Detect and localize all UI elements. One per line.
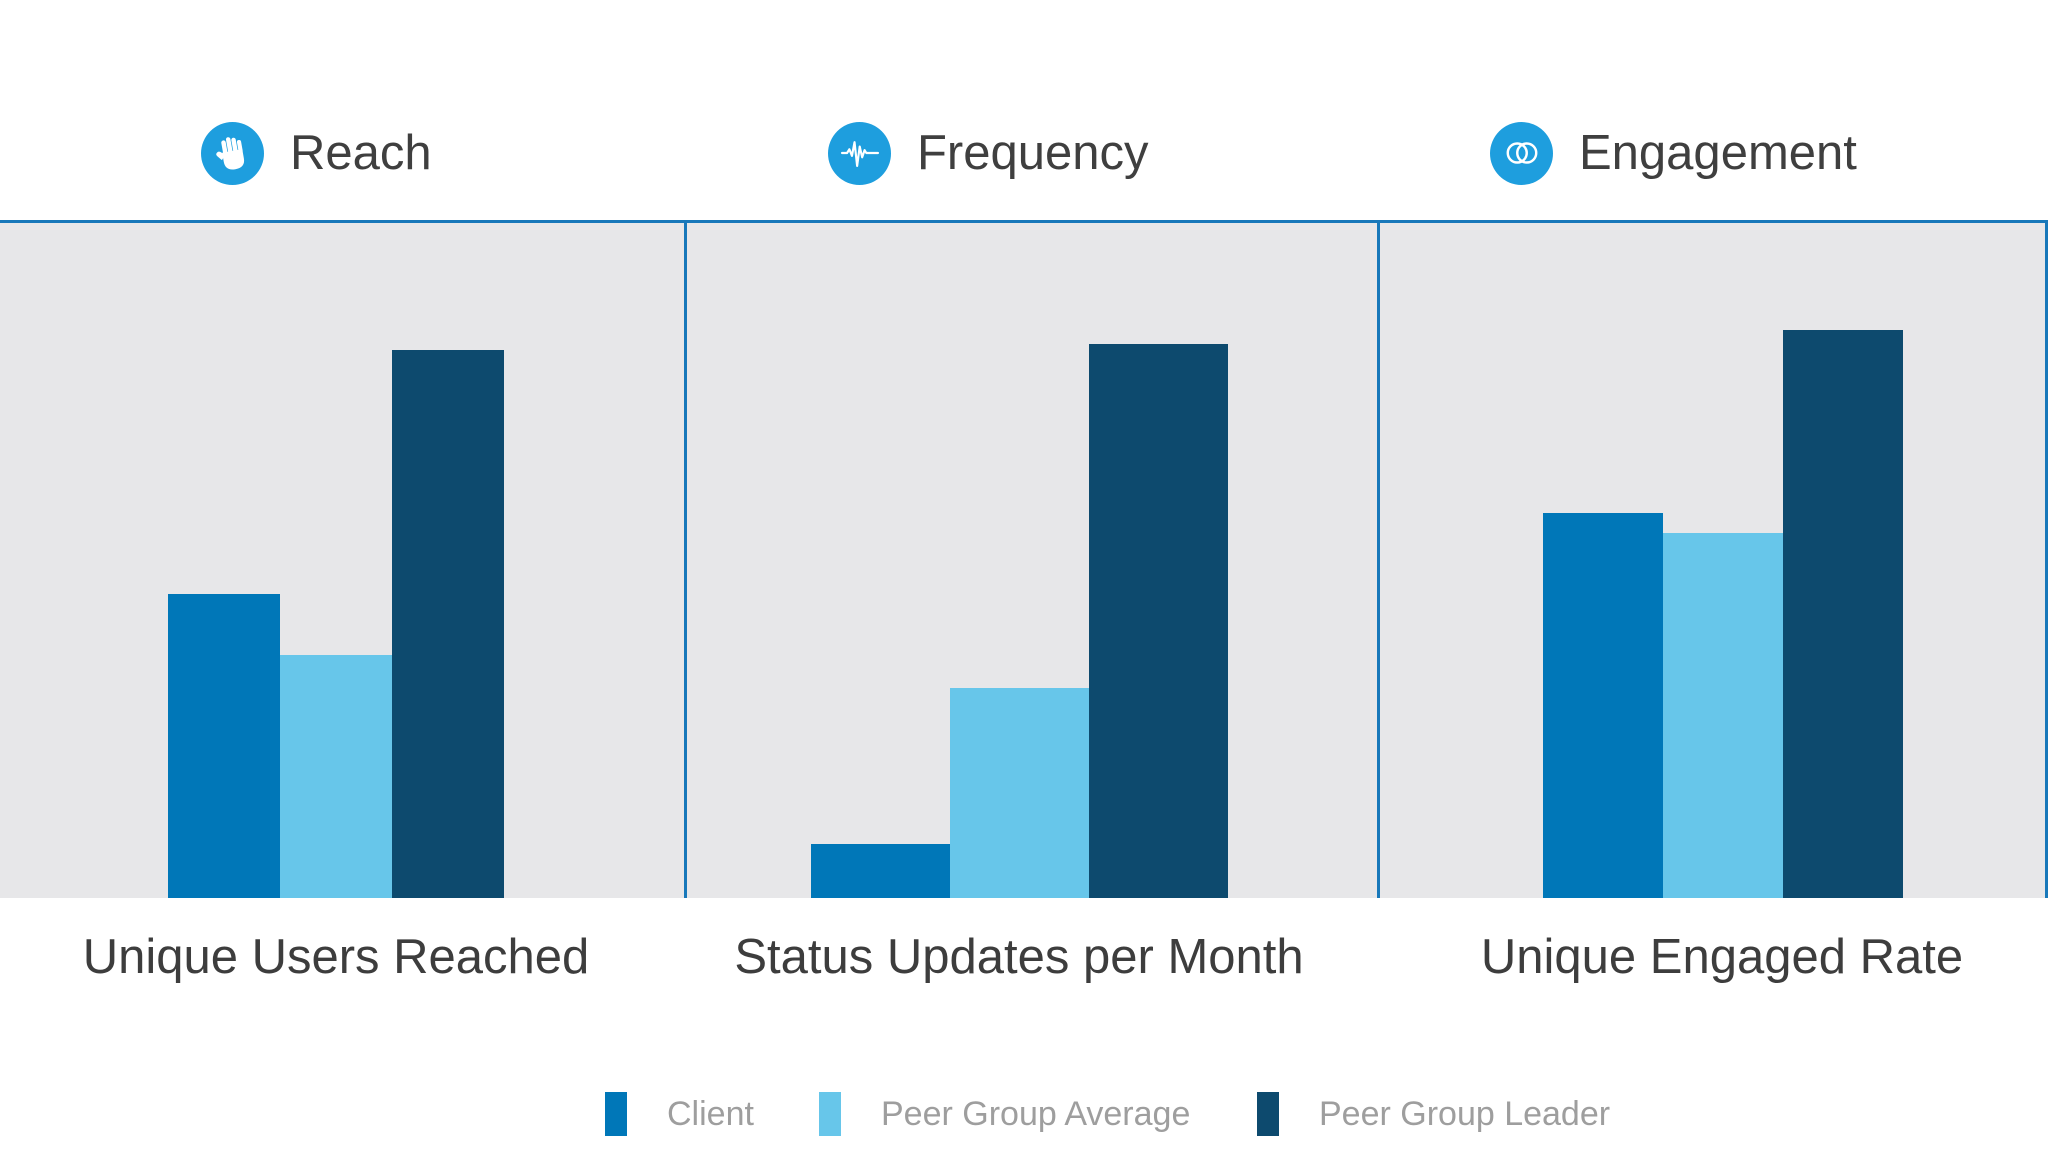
- bar-peer-group-average: [950, 688, 1089, 898]
- legend-label: Peer Group Leader: [1319, 1095, 1611, 1133]
- chart-bars-reach: [168, 222, 504, 898]
- legend-swatch-peer-group-average: [819, 1092, 841, 1136]
- chart-title-unique-users-reached: Unique Users Reached: [82, 930, 590, 984]
- waveform-icon: [828, 121, 891, 185]
- chart-title-status-updates-per-month: Status Updates per Month: [734, 930, 1304, 984]
- section-label: Reach: [290, 125, 432, 180]
- bar-peer-group-average: [280, 655, 392, 898]
- legend-swatch-peer-group-leader: [1257, 1092, 1279, 1136]
- section-header-engagement: Engagement: [1490, 120, 1857, 186]
- legend-label: Client: [667, 1095, 754, 1133]
- legend-swatch-client: [605, 1092, 627, 1136]
- chart-title-unique-engaged-rate: Unique Engaged Rate: [1480, 930, 1964, 984]
- section-label: Engagement: [1579, 125, 1857, 180]
- panel-divider-right-edge: [2045, 222, 2048, 898]
- panel-divider-2: [1377, 222, 1380, 898]
- bar-peer-group-leader: [1089, 344, 1228, 898]
- legend-item-peer-group-leader: Peer Group Leader: [1257, 1092, 1610, 1136]
- bar-peer-group-leader: [392, 350, 504, 898]
- bar-client: [1543, 513, 1663, 898]
- bar-peer-group-leader: [1783, 330, 1903, 898]
- legend-item-peer-group-average: Peer Group Average: [819, 1092, 1190, 1136]
- section-header-frequency: Frequency: [828, 120, 1149, 186]
- section-label: Frequency: [917, 125, 1149, 180]
- overlapping-circles-icon: [1490, 121, 1553, 185]
- hand-icon: [201, 121, 264, 185]
- chart-bars-engagement: [1543, 222, 1903, 898]
- chart-bars-frequency: [811, 222, 1228, 898]
- panel-divider-1: [684, 222, 687, 898]
- bar-peer-group-average: [1663, 533, 1783, 898]
- legend-label: Peer Group Average: [881, 1095, 1191, 1133]
- bar-client: [168, 594, 280, 898]
- section-header-reach: Reach: [201, 120, 432, 186]
- bar-client: [811, 844, 950, 898]
- legend-item-client: Client: [605, 1092, 754, 1136]
